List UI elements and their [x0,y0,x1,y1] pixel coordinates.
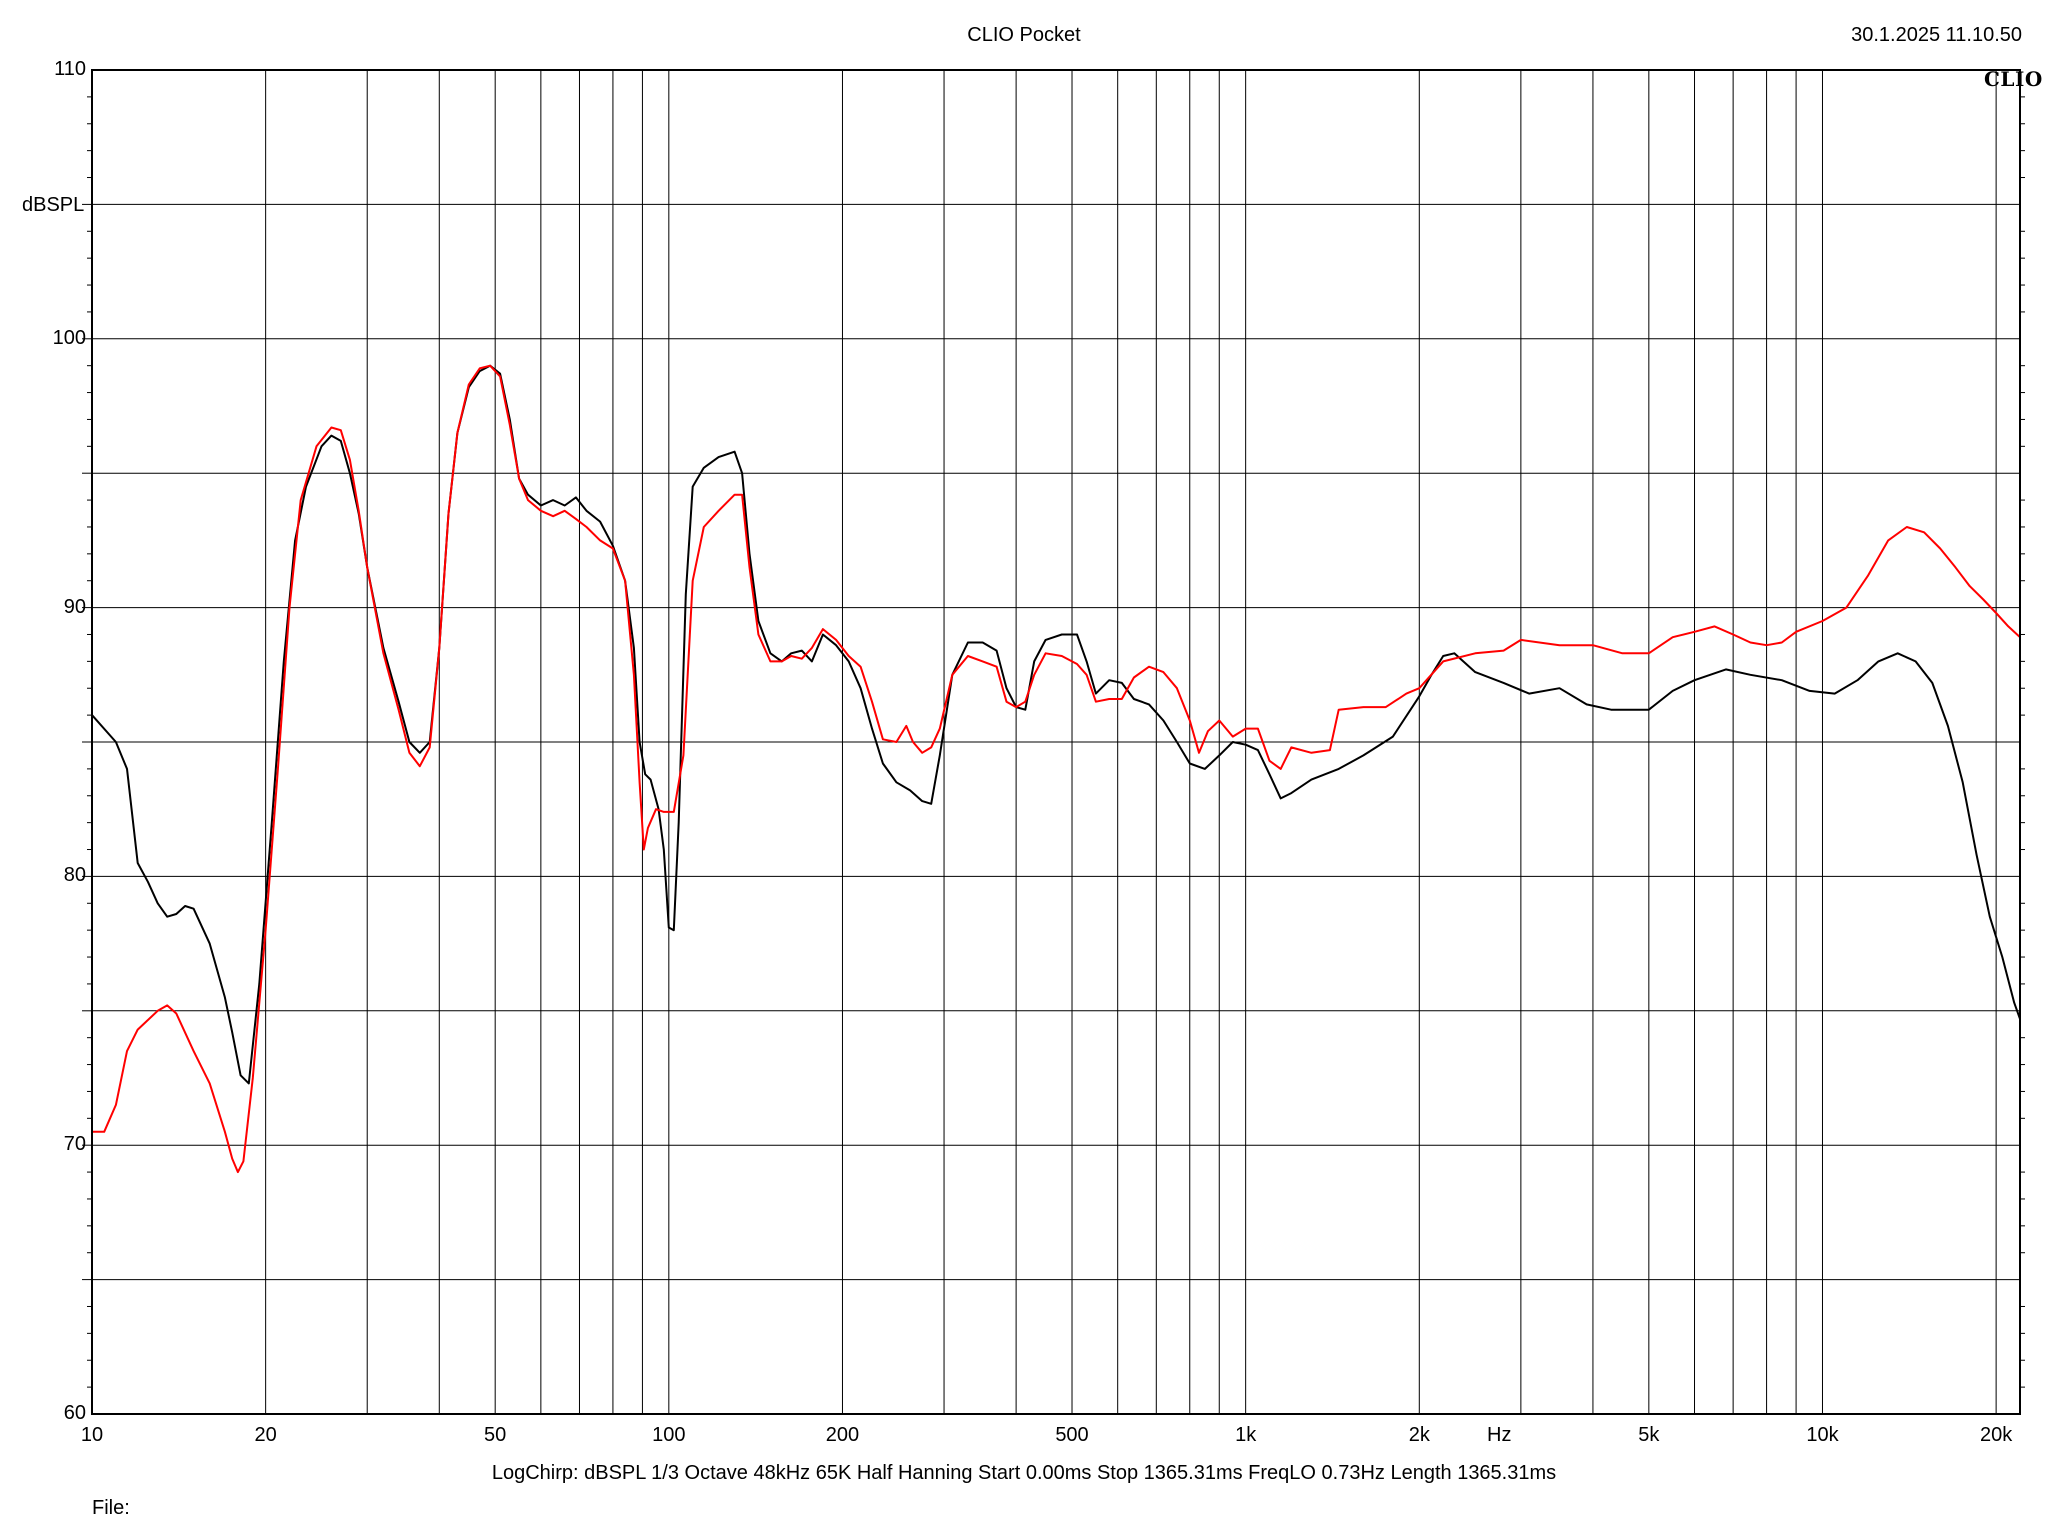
chart-grid [82,70,2025,1414]
x-axis-unit: Hz [1487,1424,1512,1446]
x-tick-label: 50 [484,1424,507,1446]
y-axis-label: dBSPL [22,194,85,216]
x-tick-label: 100 [652,1424,686,1446]
measurement-parameters: LogChirp: dBSPL 1/3 Octave 48kHz 65K Hal… [491,1462,1557,1484]
x-tick-label: 20 [254,1424,277,1446]
x-tick-label: 5k [1638,1424,1660,1446]
x-tick-label: 500 [1055,1424,1089,1446]
y-tick-label: 60 [63,1402,86,1424]
plot-frame [91,69,2021,1415]
x-tick-label: 2k [1408,1424,1430,1446]
series-line-red [92,364,2021,1174]
y-tick-label: 80 [63,864,86,887]
file-label: File: [92,1497,130,1519]
chart-series [91,364,2021,1174]
y-tick-label: 90 [63,595,86,618]
y-tick-label: 100 [52,326,86,349]
y-tick-label: 110 [54,58,86,80]
x-tick-label: 20k [1979,1424,2013,1446]
chart-title: CLIO Pocket [967,24,1081,46]
x-tick-label: 10 [80,1424,104,1446]
clio-logo-text: CLIO [1984,67,2043,91]
y-tick-label: 70 [63,1133,86,1156]
x-tick-label: 1k [1235,1424,1257,1446]
x-tick-label: 200 [825,1424,860,1446]
x-tick-label: 10k [1806,1424,1839,1446]
measurement-timestamp: 30.1.2025 11.10.50 [1851,24,2022,46]
